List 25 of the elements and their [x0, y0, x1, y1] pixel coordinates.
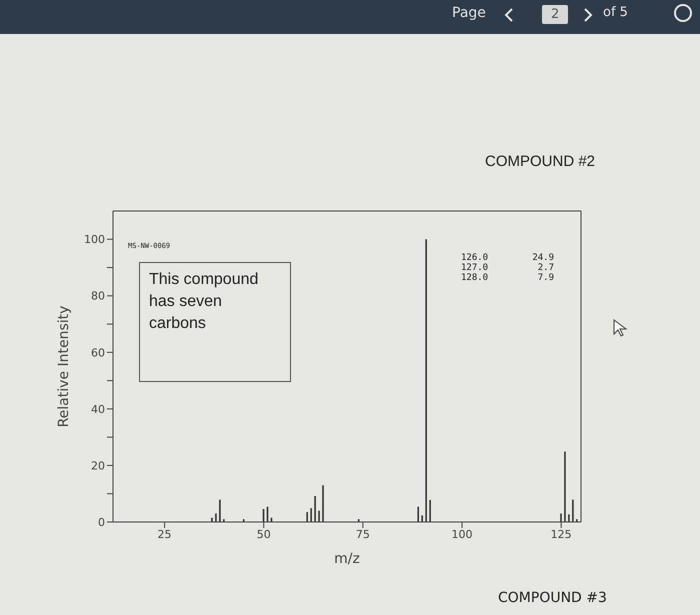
chart-title: COMPOUND #2: [485, 153, 596, 170]
x-tick-label: 100: [452, 528, 473, 541]
annotation: 127.0: [461, 263, 488, 273]
x-tick-label: 50: [256, 528, 271, 541]
annotation: 128.0: [461, 273, 488, 283]
y-tick-label: 0: [98, 516, 105, 529]
y-tick-label: 20: [91, 459, 105, 472]
annotation: 7.9: [536, 273, 554, 283]
x-tick-label: 25: [158, 528, 172, 541]
y-tick-label: 40: [91, 402, 105, 416]
annotation: This compound has seven carbons: [139, 262, 291, 382]
annotation: 24.9: [531, 253, 554, 263]
text: COMPOUND #3: [498, 590, 607, 606]
text: of 5: [603, 5, 628, 20]
x-axis-title: m/z: [334, 551, 360, 567]
annotation: 126.0: [461, 253, 488, 263]
x-tick-label: 75: [356, 528, 370, 541]
x-tick-label: 125: [550, 528, 572, 541]
y-tick-label: 100: [84, 233, 105, 246]
y-tick-label: 60: [91, 346, 105, 360]
y-tick-label: 80: [91, 290, 105, 303]
annotation: 2.7: [536, 263, 554, 273]
text: 2: [542, 5, 568, 24]
text: Page: [452, 5, 486, 21]
y-axis-title: Relative Intensity: [56, 306, 72, 428]
